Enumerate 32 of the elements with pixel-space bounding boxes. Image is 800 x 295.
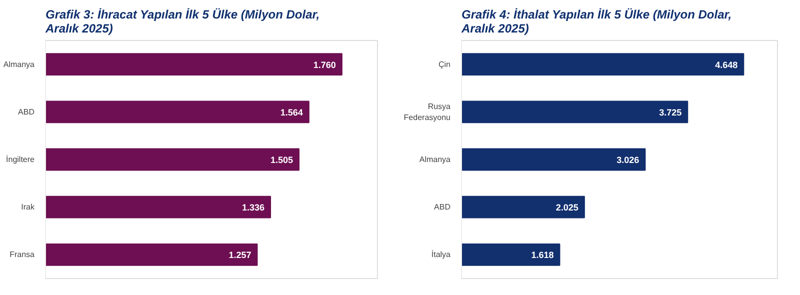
y-tick-label: Fransa [10, 250, 36, 260]
y-tick-label: Çin [438, 60, 451, 69]
y-tick-label: İtalya [431, 250, 452, 260]
data-label: 2.025 [556, 202, 578, 213]
bar [46, 100, 310, 124]
data-label: 4.648 [715, 60, 738, 70]
data-label: 1.336 [242, 202, 265, 213]
bar [462, 148, 646, 171]
data-label: 1.257 [228, 250, 252, 260]
bar [46, 243, 258, 266]
chart-title: Grafik 4: İthalat Yapılan İlk 5 Ülke (Milyon Dolar, Aralık 2025) [460, 8, 732, 36]
data-label: 3.026 [616, 155, 640, 165]
chart-title: Grafik 3: İhracat Yapılan İlk 5 Ülke (Milyon Dolar, Aralık 2025) [44, 8, 320, 36]
data-label: 1.760 [313, 60, 336, 70]
bar [46, 196, 272, 218]
bar [462, 53, 744, 76]
y-tick-label: Almanya [3, 60, 36, 69]
bar [46, 148, 300, 171]
data-label: 1.505 [270, 155, 293, 165]
y-tick-label: ABD [18, 107, 35, 116]
bar [462, 196, 585, 218]
bar [462, 100, 688, 124]
data-label: 3.725 [659, 107, 682, 118]
data-label: 1.564 [280, 107, 303, 118]
y-tick-label: İngiltere [6, 155, 36, 164]
y-tick-label: Almanya [419, 155, 452, 164]
data-label: 1.618 [531, 250, 554, 260]
bar [462, 243, 560, 266]
bar [46, 53, 342, 76]
y-tick-label: ABD [434, 202, 451, 212]
y-tick-label: Irak [21, 202, 36, 212]
y-tick-label: Rusya Federasyonu [404, 102, 452, 122]
